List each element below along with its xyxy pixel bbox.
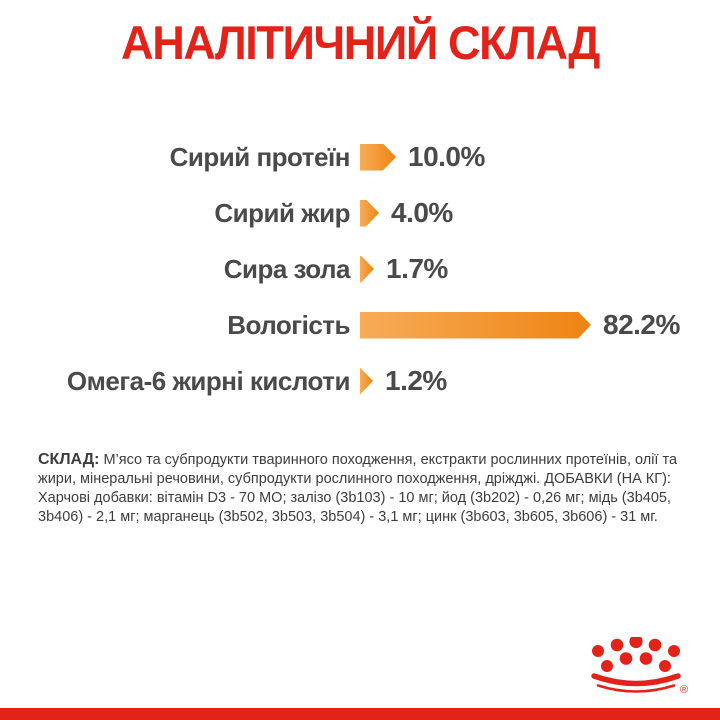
chart-row: Сирий протеїн 10.0% [0, 129, 720, 185]
nutrient-bar [360, 368, 373, 395]
analytical-composition-chart: Сирий протеїн 10.0% Сирий жир 4.0% Сира зола… [0, 129, 720, 409]
nutrient-bar [360, 312, 591, 339]
composition-body: М’ясо та субпродукти тваринного походжен… [38, 451, 678, 525]
chart-row: Сира зола 1.7% [0, 241, 720, 297]
nutrient-bar [360, 256, 374, 283]
chart-row: Омега-6 жирні кислоти 1.2% [0, 353, 720, 409]
composition-lead-label: СКЛАД: [38, 450, 100, 468]
nutrient-value: 82.2% [603, 309, 680, 340]
chart-row: Сирий жир 4.0% [0, 185, 720, 241]
nutrient-bar [360, 144, 396, 171]
royal-canin-logo: ® [591, 637, 688, 696]
nutrient-label: Сирий протеїн [169, 141, 351, 172]
nutrient-value: 1.2% [385, 365, 447, 396]
chart-row: Вологість 82.2% [0, 297, 720, 353]
composition-text: СКЛАД: М’ясо та субпродукти тваринного п… [38, 450, 680, 527]
nutrient-bar [360, 200, 379, 227]
nutrient-value: 4.0% [391, 197, 453, 228]
brand-red-bar [0, 708, 720, 720]
registered-mark: ® [680, 684, 688, 696]
nutrient-label: Сирий жир [214, 197, 350, 228]
royal-canin-crown-icon: ® [591, 637, 688, 696]
nutrient-label: Сира зола [223, 253, 351, 284]
page-title: АНАЛІТИЧНИЙ СКЛАД [121, 16, 600, 69]
nutrient-label: Вологість [227, 309, 350, 340]
nutrient-value: 10.0% [408, 141, 485, 172]
chart-rows: Сирий протеїн 10.0% Сирий жир 4.0% Сира зола… [0, 129, 720, 409]
nutrient-value: 1.7% [386, 253, 448, 284]
nutrient-label: Омега-6 жирні кислоти [66, 365, 351, 396]
